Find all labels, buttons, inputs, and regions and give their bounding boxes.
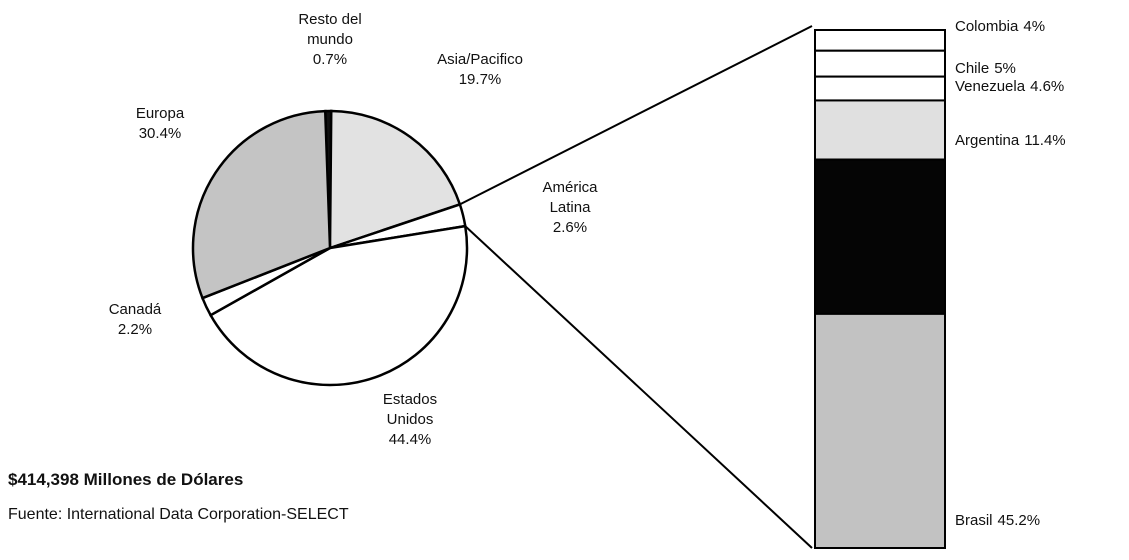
segment-label: Venezuela 4.6% — [955, 78, 1064, 95]
segment-label: Argentina 11.4% — [955, 132, 1066, 149]
segment-value-label: 4% — [1023, 18, 1046, 35]
slice-value-label: 44.4% — [388, 431, 432, 448]
bar-segment — [814, 99, 946, 161]
total-note: $414,398 Millones de Dólares — [8, 470, 244, 489]
segment-label: Brasil 45.2% — [955, 512, 1040, 529]
bar-segment — [814, 49, 946, 78]
segment-name: Venezuela — [955, 78, 1026, 95]
connector-line — [459, 25, 813, 206]
pie-slice — [208, 224, 469, 387]
bar-segment — [814, 312, 946, 550]
segment-name: Colombia — [955, 18, 1019, 35]
connector-line — [464, 225, 813, 549]
segment-name: Argentina — [955, 132, 1020, 149]
segment-value-label: 5% — [994, 60, 1016, 77]
segment-name: Brasil — [955, 512, 993, 529]
source-note: Fuente: International Data Corporation-S… — [8, 506, 349, 523]
bar-segment — [814, 29, 946, 52]
bar-segment — [814, 158, 946, 315]
segment-label: Chile 5% — [955, 60, 1016, 77]
slice-label: Asia/Pacifico — [437, 51, 523, 68]
slice-label: Canadá — [108, 301, 162, 318]
slice-value-label: 2.2% — [117, 321, 153, 338]
segment-value-label: 4.6% — [1030, 78, 1065, 95]
slice-value-label: 0.7% — [312, 51, 348, 68]
segment-value-label: 45.2% — [997, 512, 1041, 529]
segment-name: Chile — [955, 60, 990, 77]
pie-slice — [191, 109, 332, 300]
segment-label: Colombia 4% — [955, 18, 1045, 35]
segment-value-label: 11.4% — [1024, 132, 1066, 149]
slice-label: Europa — [135, 105, 185, 122]
bar-segment — [814, 75, 946, 102]
slice-label: Estados Unidos — [382, 391, 438, 428]
slice-value-label: 30.4% — [138, 125, 182, 142]
slice-value-label: 19.7% — [458, 71, 502, 88]
slice-label: Resto del mundo — [298, 11, 362, 48]
pie-slice — [328, 109, 462, 250]
slice-label: América Latina — [542, 179, 598, 216]
slice-value-label: 2.6% — [552, 219, 588, 236]
